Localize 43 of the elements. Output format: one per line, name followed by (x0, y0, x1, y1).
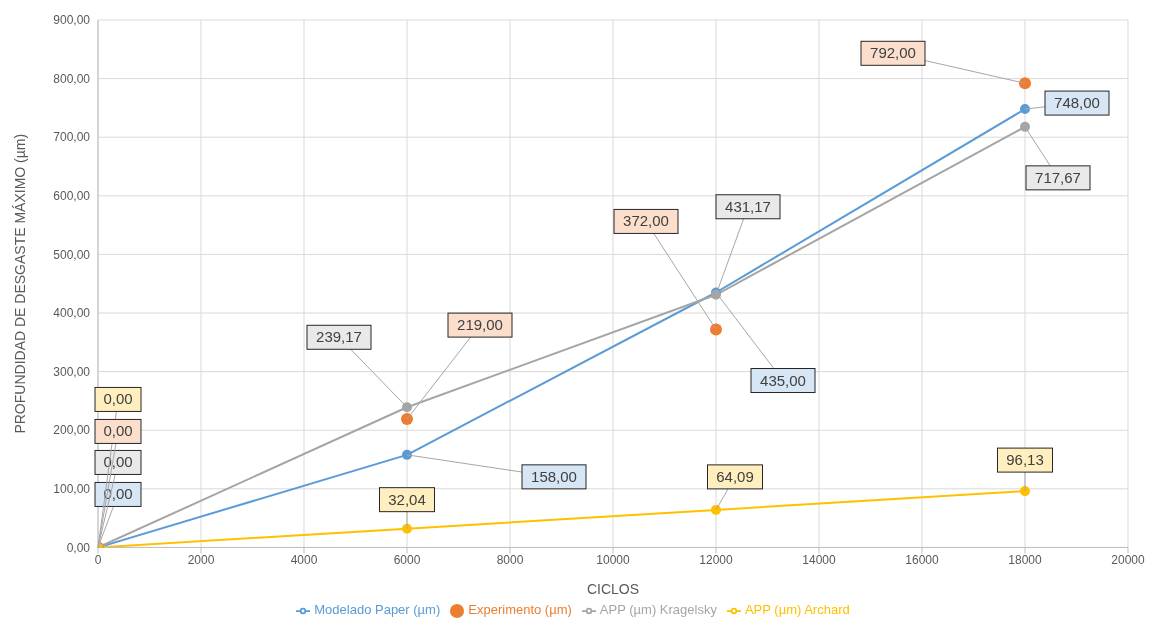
data-label: 32,04 (388, 490, 426, 508)
data-label: 717,67 (1035, 168, 1081, 186)
x-axis-title: CICLOS (586, 581, 640, 598)
data-label: 239,17 (316, 328, 362, 346)
data-label: 96,13 (1006, 451, 1044, 469)
data-label: 748,00 (1054, 94, 1100, 112)
x-tick-label: 2000 (187, 552, 215, 567)
x-tick-label: 18000 (1008, 552, 1043, 567)
data-label: 792,00 (870, 44, 916, 62)
data-label: 0,00 (103, 422, 133, 440)
data-label: 435,00 (760, 371, 806, 389)
data-label: 431,17 (725, 197, 771, 215)
y-tick-label: 0,00 (66, 540, 91, 555)
y-tick-label: 800,00 (53, 71, 91, 86)
y-tick-label: 700,00 (53, 130, 91, 145)
data-label: 64,09 (716, 467, 754, 485)
x-tick-label: 10000 (596, 552, 631, 567)
legend-label: Experimento (µm) (468, 602, 572, 618)
y-tick-label: 300,00 (53, 364, 91, 379)
y-tick-label: 100,00 (53, 482, 91, 497)
y-tick-label: 500,00 (53, 247, 91, 262)
legend-label: Modelado Paper (µm) (314, 602, 441, 618)
x-tick-label: 16000 (905, 552, 940, 567)
x-tick-label: 0 (94, 552, 102, 567)
data-label: 219,00 (457, 316, 503, 334)
y-tick-label: 400,00 (53, 306, 91, 321)
x-tick-label: 8000 (496, 552, 524, 567)
y-axis-title: PROFUNDIDAD DE DESGASTE MÁXIMO (µm) (11, 133, 28, 434)
legend-label: APP (µm) Archard (744, 602, 850, 618)
y-tick-label: 200,00 (53, 423, 91, 438)
data-label: 158,00 (531, 467, 577, 485)
data-label: 0,00 (103, 390, 133, 408)
x-tick-label: 14000 (802, 552, 837, 567)
x-tick-label: 12000 (699, 552, 734, 567)
y-tick-label: 600,00 (53, 189, 91, 204)
x-tick-label: 20000 (1111, 552, 1146, 567)
legend-label: APP (µm) Kragelsky (599, 602, 717, 618)
x-tick-label: 4000 (290, 552, 318, 567)
y-tick-label: 900,00 (53, 13, 91, 28)
data-label: 0,00 (103, 485, 133, 503)
x-tick-label: 6000 (393, 552, 421, 567)
data-label: 372,00 (623, 212, 669, 230)
data-label: 0,00 (103, 453, 133, 471)
